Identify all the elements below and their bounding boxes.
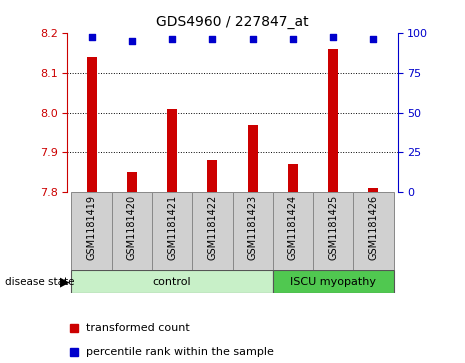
Point bbox=[370, 36, 377, 42]
FancyBboxPatch shape bbox=[72, 192, 112, 270]
Text: GSM1181426: GSM1181426 bbox=[368, 195, 379, 260]
FancyBboxPatch shape bbox=[72, 270, 273, 293]
Bar bbox=[86, 57, 97, 192]
Bar bbox=[328, 49, 338, 192]
Text: GSM1181425: GSM1181425 bbox=[328, 195, 338, 260]
Text: ISCU myopathy: ISCU myopathy bbox=[290, 277, 376, 287]
Text: disease state: disease state bbox=[5, 277, 74, 287]
Title: GDS4960 / 227847_at: GDS4960 / 227847_at bbox=[156, 15, 309, 29]
Point bbox=[128, 38, 136, 44]
Text: GSM1181419: GSM1181419 bbox=[86, 195, 97, 260]
Text: GSM1181422: GSM1181422 bbox=[207, 195, 217, 260]
Point bbox=[168, 36, 176, 42]
Text: GSM1181423: GSM1181423 bbox=[248, 195, 258, 260]
Text: ▶: ▶ bbox=[60, 275, 69, 288]
Text: GSM1181424: GSM1181424 bbox=[288, 195, 298, 260]
Bar bbox=[207, 160, 218, 192]
FancyBboxPatch shape bbox=[273, 192, 313, 270]
Text: transformed count: transformed count bbox=[86, 323, 190, 333]
Text: percentile rank within the sample: percentile rank within the sample bbox=[86, 347, 274, 357]
Point bbox=[329, 34, 337, 40]
Text: GSM1181421: GSM1181421 bbox=[167, 195, 177, 260]
Bar bbox=[368, 188, 379, 192]
FancyBboxPatch shape bbox=[192, 192, 232, 270]
Text: control: control bbox=[153, 277, 192, 287]
Bar bbox=[247, 125, 258, 192]
FancyBboxPatch shape bbox=[112, 192, 152, 270]
Bar bbox=[167, 109, 177, 192]
FancyBboxPatch shape bbox=[353, 192, 393, 270]
Text: GSM1181420: GSM1181420 bbox=[127, 195, 137, 260]
FancyBboxPatch shape bbox=[152, 192, 192, 270]
Bar bbox=[127, 172, 137, 192]
FancyBboxPatch shape bbox=[273, 270, 393, 293]
Bar bbox=[288, 164, 298, 192]
FancyBboxPatch shape bbox=[313, 192, 353, 270]
Point bbox=[209, 36, 216, 42]
Point bbox=[249, 36, 256, 42]
FancyBboxPatch shape bbox=[232, 192, 273, 270]
Point bbox=[289, 36, 297, 42]
Point bbox=[88, 34, 95, 40]
